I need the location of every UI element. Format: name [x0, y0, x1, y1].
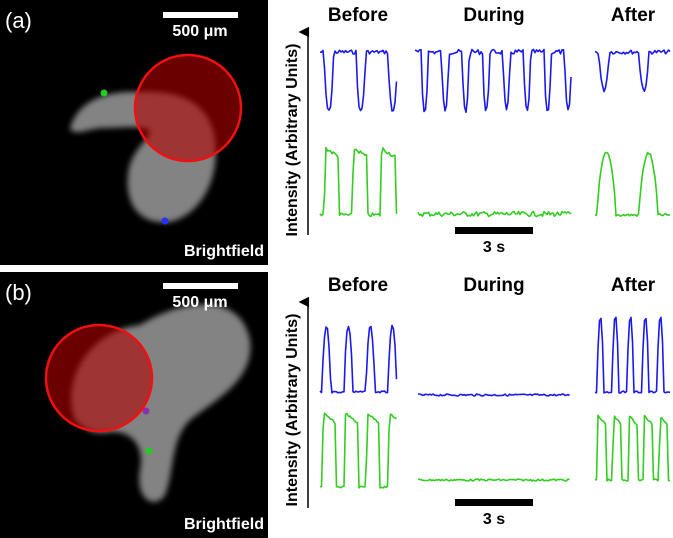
panel-label: (a)	[5, 8, 32, 33]
y-axis-label: Intensity (Arbitrary Units)	[284, 314, 301, 507]
phase-label: After	[611, 275, 656, 296]
scale-bar	[163, 12, 238, 18]
trace	[595, 151, 671, 217]
time-label: 3 s	[483, 511, 505, 528]
scale-label: 500 μm	[172, 294, 227, 311]
trace	[319, 412, 397, 489]
time-label: 3 s	[483, 239, 505, 256]
scale-bar	[163, 283, 238, 289]
marker-dot	[161, 217, 169, 225]
scale-label: 500 μm	[172, 23, 227, 40]
marker-dot	[142, 407, 150, 415]
trace	[418, 478, 570, 482]
panel-label: (b)	[5, 280, 32, 305]
time-bar	[455, 227, 533, 234]
phase-label: Before	[328, 5, 388, 26]
image-label: Brightfield	[184, 243, 264, 260]
time-bar	[455, 499, 533, 506]
trace	[594, 49, 671, 93]
phase-label: After	[611, 5, 656, 26]
trace	[319, 146, 398, 218]
panel-b: (b) 500 μm Brightfield Before During Aft…	[0, 272, 656, 538]
phase-label: Before	[328, 275, 388, 296]
trace	[414, 48, 572, 113]
phase-label: During	[463, 5, 524, 26]
marker-dot	[145, 447, 153, 455]
y-axis-label: Intensity (Arbitrary Units)	[284, 44, 301, 237]
stimulation-region	[44, 323, 154, 433]
trace	[319, 324, 398, 394]
marker-dot	[100, 89, 108, 97]
trace	[319, 49, 398, 112]
panel-a: (a) 500 μm Brightfield Before During Aft…	[0, 0, 656, 265]
trace	[594, 414, 671, 482]
trace	[594, 316, 671, 394]
phase-label: During	[463, 275, 524, 296]
trace	[417, 210, 572, 218]
image-label: Brightfield	[184, 516, 264, 533]
trace	[418, 393, 570, 397]
stimulation-region	[133, 53, 243, 163]
